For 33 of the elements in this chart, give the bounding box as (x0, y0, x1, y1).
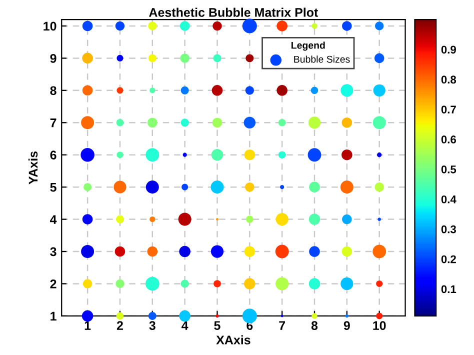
x-tick-label: 4 (182, 321, 188, 330)
x-tick-label: 9 (344, 321, 350, 330)
y-tick-label: 8 (50, 86, 56, 96)
y-tick-label: 9 (50, 54, 56, 63)
legend-title: Legend (292, 42, 325, 51)
y-tick-label: 3 (50, 247, 56, 256)
y-tick-label: 1 (50, 312, 56, 320)
y-tick-label: 10 (44, 22, 56, 31)
x-tick-label: 3 (149, 321, 156, 330)
color-bar-label: 0.2 (441, 255, 456, 264)
y-tick-label: 4 (50, 215, 57, 224)
color-bar-label: 0.3 (441, 225, 456, 234)
y-tick-label: 5 (50, 183, 56, 192)
color-bar-label: 0.1 (441, 285, 456, 294)
x-tick-label: 1 (84, 321, 91, 330)
y-tick-label: 2 (50, 280, 56, 288)
color-bar-label: 0.7 (441, 106, 456, 114)
x-axis-title: XAxis (216, 335, 250, 344)
x-tick-label: 2 (116, 321, 123, 330)
color-bar-label: 0.4 (441, 195, 456, 204)
x-tick-label: 8 (311, 321, 318, 330)
x-tick-label: 7 (279, 321, 285, 330)
y-axis-title: YAxis (28, 151, 38, 184)
x-tick-label: 10 (373, 321, 386, 330)
color-bar-label: 0.8 (441, 76, 456, 84)
x-tick-label: 5 (214, 321, 220, 330)
legend-label: Bubble Sizes (294, 56, 350, 63)
color-bar-label: 0.9 (441, 46, 456, 54)
chart-title: Aesthetic Bubble Matrix Plot (149, 8, 318, 17)
y-tick-label: 6 (50, 150, 56, 160)
color-bar-label: 0.6 (441, 136, 456, 144)
color-bar-label: 0.5 (441, 166, 456, 174)
y-tick-label: 7 (50, 118, 56, 128)
